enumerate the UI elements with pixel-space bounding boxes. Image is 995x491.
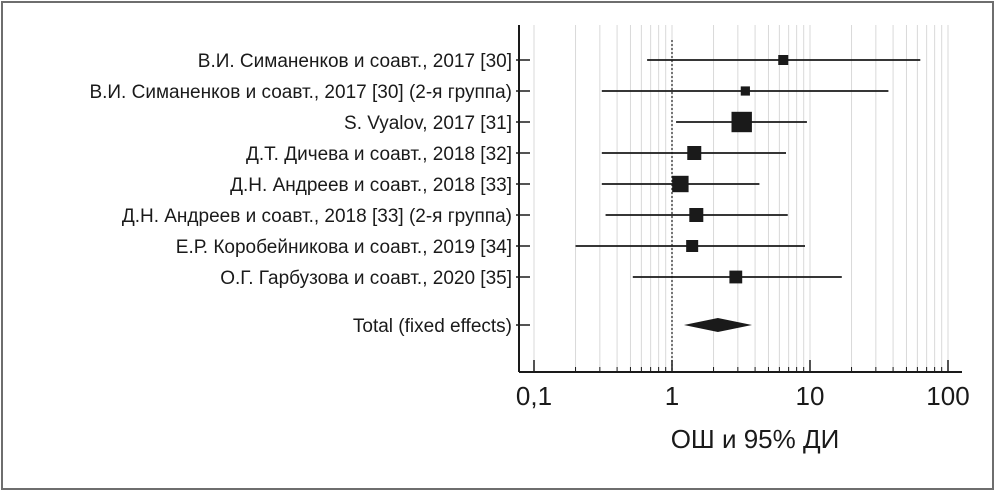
study-row: Д.Т. Дичева и соавт., 2018 [32] — [246, 144, 786, 165]
study-label: S. Vyalov, 2017 [31] — [344, 113, 512, 134]
effect-square — [687, 146, 702, 160]
effect-square — [686, 240, 699, 252]
study-row: Е.Р. Коробейникова и соавт., 2019 [34] — [176, 237, 806, 258]
x-axis-title: ОШ и 95% ДИ — [671, 424, 840, 454]
studies: В.И. Симаненков и соавт., 2017 [30] В.И. … — [89, 51, 921, 289]
study-label: В.И. Симаненков и соавт., 2017 [30] (2-я… — [89, 82, 512, 103]
effect-square — [778, 55, 789, 65]
pooled-diamond — [683, 318, 753, 332]
gridlines — [533, 25, 949, 372]
study-row: Д.Н. Андреев и соавт., 2018 [33] — [230, 175, 760, 196]
plot-area — [518, 25, 962, 373]
effect-square — [672, 175, 689, 193]
study-label: О.Г. Гарбузова и соавт., 2020 [35] — [220, 268, 512, 289]
study-row: Д.Н. Андреев и соавт., 2018 [33] (2-я гр… — [122, 206, 788, 227]
pooled-label: Total (fixed effects) — [353, 316, 512, 337]
tick-label: 1 — [665, 381, 679, 411]
tick-label: 0,1 — [516, 381, 552, 411]
effect-square — [689, 208, 704, 222]
study-row: S. Vyalov, 2017 [31] — [344, 111, 807, 134]
effect-square — [740, 86, 750, 96]
study-label: Д.Н. Андреев и соавт., 2018 [33] — [230, 175, 512, 196]
tick-label: 100 — [926, 381, 969, 411]
study-label: Д.Н. Андреев и соавт., 2018 [33] (2-я гр… — [122, 206, 512, 227]
effect-square — [729, 270, 743, 284]
study-row: О.Г. Гарбузова и соавт., 2020 [35] — [220, 268, 842, 289]
tick-label: 10 — [796, 381, 825, 411]
pooled-estimate: Total (fixed effects) — [353, 316, 753, 337]
study-label: Е.Р. Коробейникова и соавт., 2019 [34] — [176, 237, 512, 258]
study-row: В.И. Симаненков и соавт., 2017 [30] — [198, 51, 921, 72]
study-row: В.И. Симаненков и соавт., 2017 [30] (2-я… — [89, 82, 889, 103]
effect-square — [731, 111, 752, 133]
x-axis: 0,1 1 10 100 — [516, 360, 970, 411]
study-label: В.И. Симаненков и соавт., 2017 [30] — [198, 51, 512, 72]
study-label: Д.Т. Дичева и соавт., 2018 [32] — [246, 144, 512, 165]
